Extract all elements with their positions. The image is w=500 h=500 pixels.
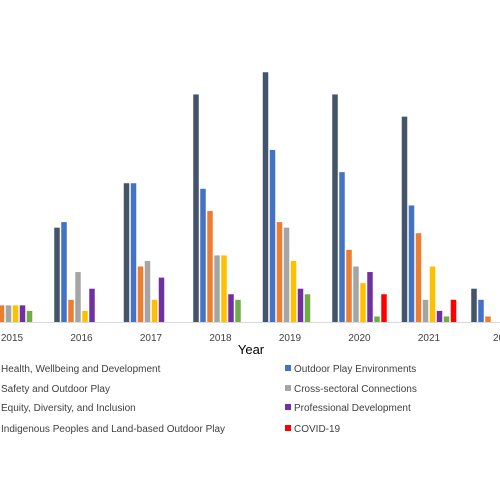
legend-item: Health, Wellbeing and Development [1,364,161,375]
legend-swatch [285,404,291,410]
bar-2019-series-2 [269,149,276,322]
bar-2020-series-7 [374,316,380,322]
legend-swatch [285,385,291,391]
bar-2018-series-3 [207,211,213,322]
bar-2015-series-6 [19,305,26,322]
bar-2020-series-8 [381,294,387,322]
legend-label: Indigenous Peoples and Land-based Outdoo… [1,424,225,435]
bar-2017-series-1 [123,183,130,322]
bar-2018-series-7 [235,299,241,322]
x-tick-label: 2015 [1,333,24,344]
bar-20-series-1 [471,288,477,322]
legend-item: Cross-sectoral Connections [285,384,417,395]
bar-2021-series-3 [415,233,422,322]
bar-2021-series-8 [450,299,457,322]
legend-item: Indigenous Peoples and Land-based Outdoo… [1,424,225,435]
bar-2017-series-4 [144,260,151,322]
bar-2016-series-6 [89,288,95,322]
bar-2019-series-4 [283,227,290,322]
x-axis-title: Year [238,342,265,357]
bar-2021-series-5 [429,266,436,322]
legend: Health, Wellbeing and Development Outdoor… [1,364,417,435]
legend-item: Outdoor Play Environments [285,364,416,375]
bar-2020-series-3 [346,249,352,322]
legend-swatch [285,425,291,431]
legend-item: Safety and Outdoor Play [1,384,110,395]
bar-2017-series-2 [130,183,137,322]
bar-2018-series-6 [228,294,234,322]
x-tick-label: 2018 [209,333,232,344]
x-tick-label: 2021 [418,333,441,344]
bars-layer [0,72,491,323]
legend-item: COVID-19 [285,424,341,435]
bar-2020-series-1 [332,94,338,322]
bar-2018-series-2 [200,188,206,322]
bar-2016-series-2 [61,222,67,322]
bar-2019-series-7 [304,294,311,322]
bar-2020-series-4 [353,266,359,322]
bar-2015-series-7 [26,310,33,322]
x-tick-label: 2020 [348,333,371,344]
legend-item: Professional Development [285,403,411,414]
bar-2021-series-7 [443,316,450,322]
legend-item: Equity, Diversity, and Inclusion [1,403,136,414]
bar-2021-series-4 [422,299,429,322]
bar-2015-series-4 [5,305,12,322]
legend-label: Equity, Diversity, and Inclusion [1,403,136,414]
legend-swatch [285,365,291,371]
bar-20-series-2 [478,299,484,322]
bar-2020-series-2 [339,172,345,322]
x-tick-label: 2016 [70,333,93,344]
bar-2019-series-6 [297,288,304,322]
bar-2016-series-1 [54,227,60,322]
bar-2018-series-5 [221,255,227,322]
legend-label: Health, Wellbeing and Development [1,364,161,375]
bar-2015-series-5 [12,305,19,322]
x-tick-labels: 2015 2016 2017 2018 2019 2020 2021 20 [1,333,500,344]
bar-2021-series-6 [436,310,443,322]
bar-2020-series-6 [367,272,373,322]
legend-label: Cross-sectoral Connections [294,384,417,395]
legend-label: Professional Development [294,403,411,414]
legend-label: Outdoor Play Environments [294,364,416,375]
bar-2018-series-4 [214,255,220,322]
legend-label: Safety and Outdoor Play [1,384,110,395]
bar-2019-series-1 [262,72,269,322]
legend-label: COVID-19 [294,424,341,435]
bar-2018-series-1 [193,94,199,322]
bar-2021-series-2 [408,205,415,322]
bar-2017-series-5 [151,299,158,322]
x-tick-label: 2017 [140,333,163,344]
x-tick-label: 20 [493,333,500,344]
x-tick-label: 2019 [279,333,302,344]
bar-2017-series-3 [137,266,144,322]
bar-2016-series-5 [82,310,88,322]
bar-2017-series-6 [158,277,165,322]
bar-2019-series-5 [290,260,297,322]
bar-2016-series-3 [68,299,74,322]
bar-2019-series-3 [276,222,283,322]
bar-2021-series-1 [401,116,408,323]
bar-2016-series-4 [75,272,81,322]
bar-20-series-3 [485,316,491,322]
bar-2015-series-3 [0,305,5,322]
bar-2020-series-5 [360,283,366,322]
